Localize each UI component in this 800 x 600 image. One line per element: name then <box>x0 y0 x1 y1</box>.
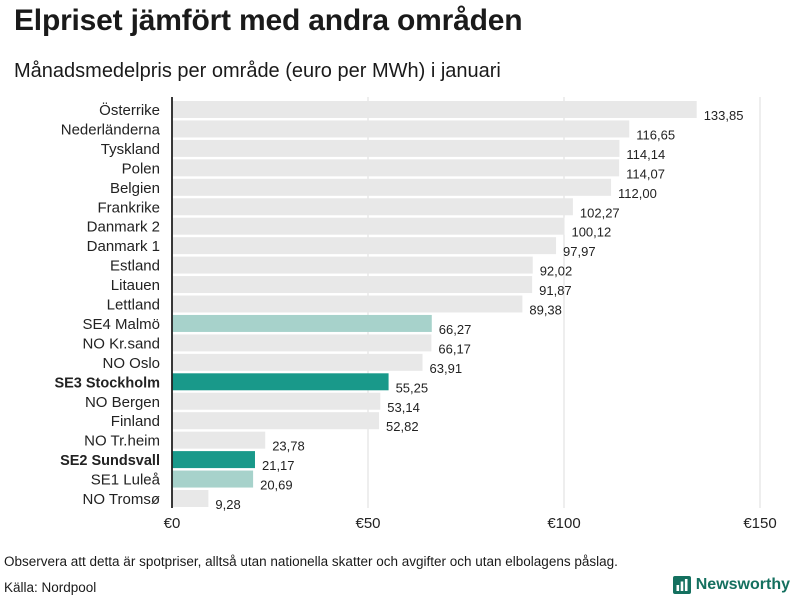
category-label: Tyskland <box>101 141 160 158</box>
value-label: 89,38 <box>529 303 562 318</box>
bar <box>172 256 533 274</box>
value-label: 92,02 <box>540 264 573 279</box>
value-label: 63,91 <box>430 361 463 376</box>
bar <box>172 470 254 488</box>
category-label: NO Tr.heim <box>84 433 160 450</box>
footnote: Observera att detta är spotpriser, allts… <box>4 554 618 569</box>
category-label: NO Kr.sand <box>82 335 160 352</box>
x-tick-label: €0 <box>164 515 181 532</box>
bar <box>172 431 266 449</box>
x-tick-label: €150 <box>743 515 776 532</box>
bar <box>172 490 209 507</box>
bar <box>172 159 620 177</box>
category-label: NO Bergen <box>85 394 160 411</box>
bar <box>172 101 697 118</box>
bar <box>172 237 557 255</box>
bar-chart: €0 €50 €100 €150 Österrike 133,85 Nederländern… <box>54 97 777 532</box>
bar <box>172 217 565 235</box>
chart-title: Elpriset jämfört med andra områden <box>14 4 523 37</box>
category-label: SE3 Stockholm <box>54 375 160 391</box>
bar <box>172 295 523 313</box>
value-label: 52,82 <box>386 419 419 434</box>
value-label: 112,00 <box>618 186 657 201</box>
bar <box>172 314 432 332</box>
value-label: 21,17 <box>262 458 295 473</box>
value-label: 66,27 <box>439 322 472 337</box>
category-label: Belgien <box>110 180 160 197</box>
value-label: 23,78 <box>272 439 305 454</box>
category-label: Estland <box>110 258 160 275</box>
bar <box>172 276 533 294</box>
category-label: SE2 Sundsvall <box>60 453 160 469</box>
value-label: 114,07 <box>626 166 665 181</box>
category-label: Finland <box>111 413 160 430</box>
category-label: SE1 Luleå <box>91 472 161 489</box>
bar <box>172 139 620 157</box>
value-label: 133,85 <box>704 108 744 123</box>
value-label: 55,25 <box>396 380 429 395</box>
bar <box>172 178 612 196</box>
category-label: Österrike <box>99 101 160 119</box>
bar <box>172 451 255 469</box>
brand-logo: Newsworthy <box>672 576 790 594</box>
value-label: 9,28 <box>215 497 240 512</box>
value-label: 114,14 <box>626 147 665 162</box>
category-label: Nederländerna <box>61 121 161 138</box>
category-label: Danmark 1 <box>87 238 160 255</box>
bar <box>172 412 380 430</box>
category-label: Polen <box>122 160 160 177</box>
category-label: Lettland <box>107 297 160 314</box>
bar <box>172 334 432 352</box>
x-tick-label: €50 <box>355 515 380 532</box>
category-label: NO Tromsø <box>83 491 161 508</box>
category-label: SE4 Malmö <box>82 316 160 333</box>
value-label: 97,97 <box>563 244 596 259</box>
value-label: 53,14 <box>387 400 420 415</box>
category-label: Litauen <box>111 277 160 294</box>
category-label: Danmark 2 <box>87 219 160 236</box>
bar <box>172 198 573 216</box>
value-label: 91,87 <box>539 283 572 298</box>
category-label: Frankrike <box>97 199 160 216</box>
value-label: 116,65 <box>636 127 675 142</box>
bar <box>172 373 389 391</box>
value-label: 100,12 <box>571 225 611 240</box>
brand-name: Newsworthy <box>695 576 790 593</box>
x-tick-label: €100 <box>547 515 580 532</box>
category-label: NO Oslo <box>102 355 160 372</box>
source-credit: Källa: Nordpool <box>4 580 97 595</box>
value-label: 66,17 <box>438 341 471 356</box>
bar <box>172 392 381 410</box>
newsworthy-logo-icon <box>672 576 691 594</box>
bar <box>172 120 630 138</box>
value-label: 102,27 <box>580 205 620 220</box>
bar <box>172 353 423 371</box>
value-label: 20,69 <box>260 478 293 493</box>
chart-subtitle: Månadsmedelpris per område (euro per MWh… <box>14 60 501 82</box>
